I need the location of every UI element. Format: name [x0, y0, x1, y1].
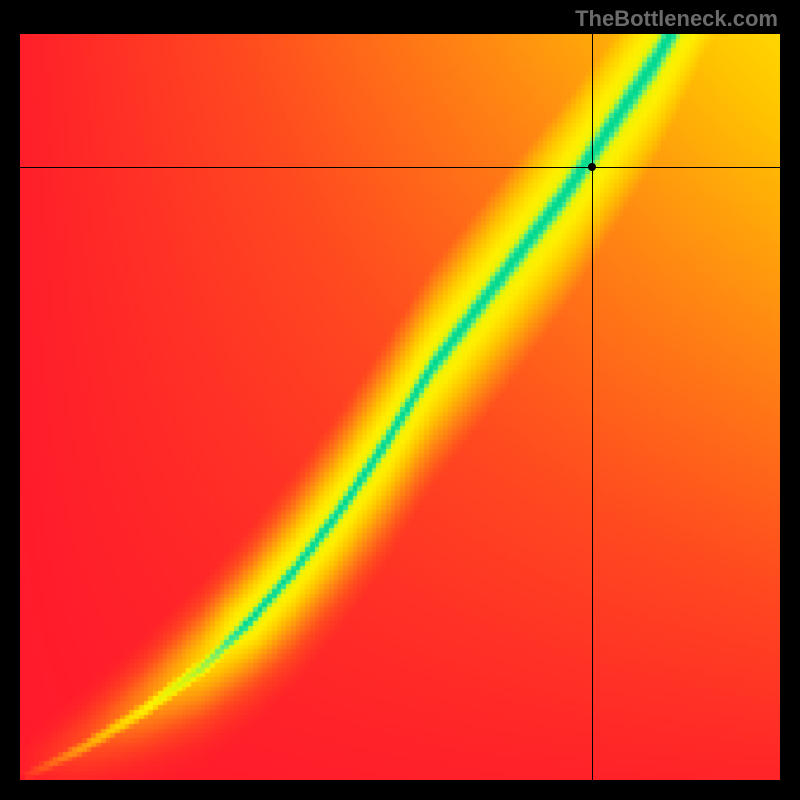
chart-container: TheBottleneck.com: [0, 0, 800, 800]
crosshair-horizontal: [20, 167, 780, 168]
heatmap-canvas: [20, 34, 780, 780]
watermark-text: TheBottleneck.com: [575, 6, 778, 32]
plot-area: [20, 34, 780, 780]
marker-dot: [588, 163, 596, 171]
crosshair-vertical: [592, 34, 593, 780]
